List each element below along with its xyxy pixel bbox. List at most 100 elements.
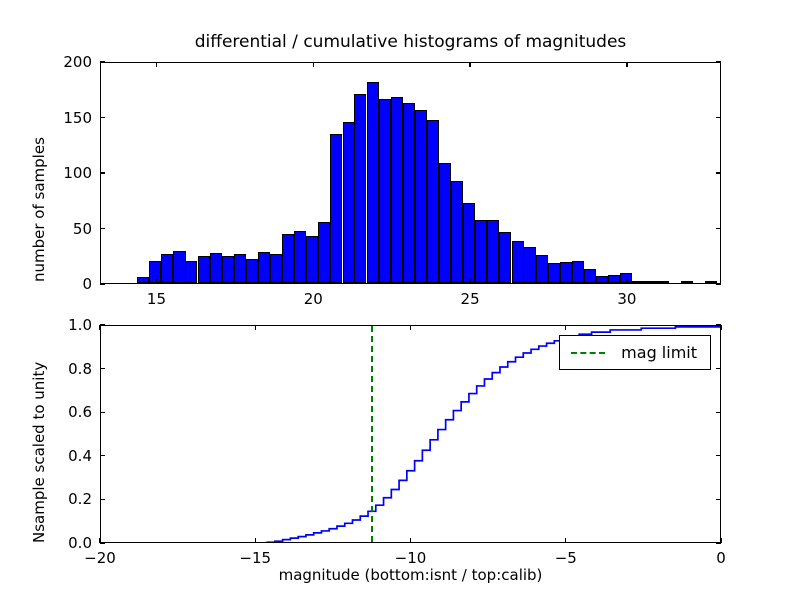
mag-limit-vline (371, 326, 374, 542)
x-tick (99, 538, 101, 543)
bottom-panel-y-tick-label: 0.6 (68, 403, 92, 422)
x-tick (312, 279, 314, 284)
histogram-bar (559, 261, 572, 283)
histogram-bar (511, 240, 524, 283)
histogram-bar (294, 230, 307, 283)
mag-limit-line-swatch-icon (571, 351, 606, 354)
histogram-bar (149, 260, 162, 283)
x-tick (312, 62, 314, 67)
y-tick (716, 455, 721, 457)
histogram-bar (487, 219, 500, 283)
histogram-bar (270, 254, 283, 283)
y-tick (100, 455, 105, 457)
bottom-panel-y-tick-label: 0.0 (68, 534, 92, 552)
histogram-bar (620, 273, 633, 283)
x-tick (469, 279, 471, 284)
y-tick (716, 498, 721, 501)
histogram-bar (342, 122, 355, 283)
top-panel-x-tick-label: 25 (460, 290, 480, 308)
x-tick (99, 325, 101, 330)
top-panel-y-tick-label: 50 (72, 219, 92, 238)
histogram-bar (354, 94, 367, 283)
top-panel-y-tick-label: 100 (63, 164, 92, 182)
histogram-bar (402, 103, 415, 283)
top-panel-y-tick-label: 150 (63, 108, 92, 127)
histogram-bar (584, 268, 597, 283)
x-tick (626, 279, 628, 284)
bottom-panel-y-tick-label: 0.4 (68, 446, 92, 465)
legend[interactable]: mag limit (559, 335, 711, 370)
x-tick (469, 62, 471, 67)
histogram-bar (185, 260, 198, 283)
legend-label-mag-limit: mag limit (621, 343, 697, 362)
y-tick (100, 324, 105, 326)
x-tick (626, 62, 628, 67)
bottom-panel-y-tick-label: 1.0 (68, 316, 92, 334)
x-tick (565, 325, 567, 330)
top-panel-axes (100, 62, 721, 284)
top-panel-y-tick-label: 0 (82, 275, 92, 293)
bottom-panel-y-tick-label: 0.8 (68, 359, 92, 378)
histogram-bar (523, 247, 536, 283)
histogram-bar (366, 82, 379, 283)
bottom-panel-axes: mag limit (100, 325, 721, 543)
histogram-bar (318, 221, 331, 283)
histogram-bar (161, 254, 174, 283)
x-tick (565, 538, 567, 543)
top-panel-y-tick-label: 200 (63, 53, 92, 71)
y-tick (716, 61, 721, 63)
top-panel-y-axis-label: number of samples (30, 137, 48, 282)
histogram-bar (221, 256, 234, 283)
histogram-bar (656, 281, 669, 283)
x-tick (409, 325, 412, 330)
histogram-bar (173, 250, 186, 283)
histogram-bar (571, 260, 584, 283)
histogram-bar (233, 254, 246, 283)
x-tick (254, 538, 256, 543)
x-tick (720, 538, 722, 543)
histogram-bar (632, 280, 645, 283)
y-tick (100, 227, 105, 230)
y-tick (100, 283, 105, 285)
bottom-panel-x-tick-label: −20 (84, 549, 116, 567)
bottom-panel-x-tick-label: 0 (716, 549, 726, 567)
figure-title: differential / cumulative histograms of … (194, 32, 627, 52)
y-tick (716, 411, 721, 413)
histogram-bar (378, 98, 391, 283)
histogram-bar (197, 256, 210, 283)
y-tick (716, 542, 721, 544)
y-tick (100, 116, 105, 119)
y-tick (100, 61, 105, 63)
cumulative-curve (266, 326, 720, 542)
y-tick (100, 411, 105, 413)
histogram-bar (245, 258, 258, 283)
histogram-bar (281, 234, 295, 283)
y-tick (100, 172, 105, 174)
top-panel-x-tick-label: 15 (146, 290, 166, 308)
x-tick (409, 538, 412, 543)
histogram-bar (547, 263, 560, 283)
histogram-bar (499, 231, 512, 283)
histogram-bar (137, 277, 150, 283)
x-tick (155, 62, 158, 67)
y-tick (716, 227, 721, 230)
histogram-bar (704, 281, 717, 283)
top-panel-x-tick-label: 20 (303, 290, 323, 308)
histogram-bar (209, 253, 222, 283)
y-tick (716, 324, 721, 326)
bottom-panel-x-tick-label: −5 (554, 549, 577, 567)
histogram-bar (644, 281, 657, 283)
x-axis-label: magnitude (bottom:isnt / top:calib) (278, 566, 543, 584)
histogram-bar (414, 109, 428, 283)
y-tick (716, 116, 721, 119)
y-tick (100, 498, 105, 501)
histogram-bar (595, 276, 608, 283)
histogram-bar (439, 163, 452, 283)
histogram-bar (390, 96, 403, 283)
x-tick (155, 279, 158, 284)
bottom-panel-x-tick-label: −15 (239, 549, 272, 567)
histogram-bar (463, 203, 476, 283)
y-tick (716, 283, 721, 285)
histogram-bar (451, 180, 464, 283)
